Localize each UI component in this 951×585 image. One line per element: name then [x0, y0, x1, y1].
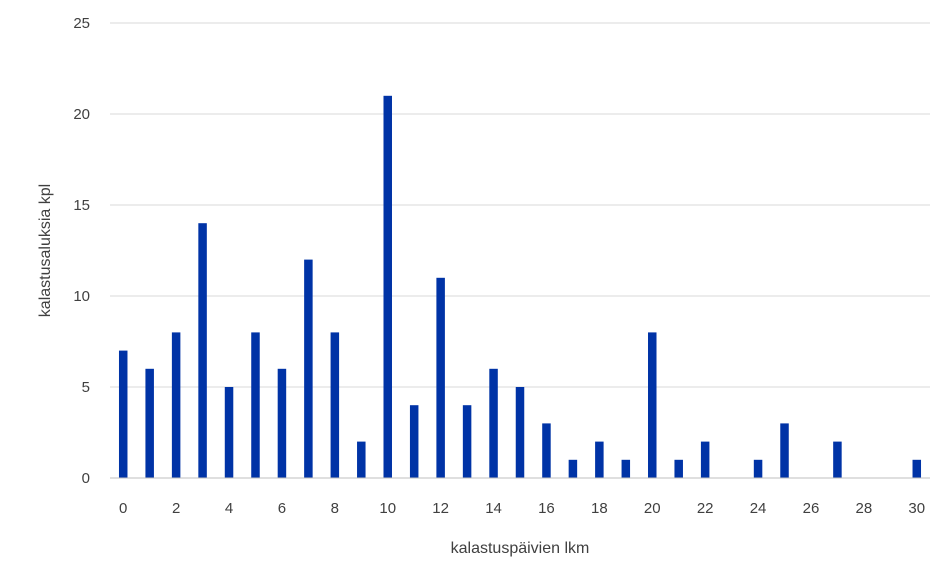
bar	[648, 332, 657, 478]
bar	[304, 259, 313, 478]
x-tick-label: 18	[591, 500, 608, 517]
x-axis-title: kalastuspäivien lkm	[451, 540, 590, 557]
x-tick-label: 12	[432, 500, 449, 517]
y-tick-label: 20	[73, 106, 90, 123]
bar	[833, 441, 842, 478]
grid-lines	[110, 22, 930, 388]
x-tick-label: 28	[856, 500, 873, 517]
bar	[912, 459, 922, 478]
bar	[145, 368, 154, 478]
y-tick-label: 25	[73, 15, 90, 32]
bar	[251, 332, 260, 478]
bar	[595, 441, 604, 478]
bar	[330, 332, 340, 478]
x-tick-label: 8	[331, 500, 339, 517]
bar	[277, 368, 287, 478]
x-tick-label: 10	[379, 500, 396, 517]
x-tick-label: 26	[803, 500, 820, 517]
bars	[118, 95, 922, 479]
bar	[436, 277, 445, 478]
bar	[515, 387, 525, 478]
bar	[780, 423, 789, 478]
bar	[753, 459, 763, 478]
x-tick-labels: 0 2 4 6 8 10 12 14 16 18 20 22 24 26 28 30	[119, 500, 925, 517]
x-tick-label: 2	[172, 500, 180, 517]
bar	[198, 223, 207, 478]
bar	[171, 332, 181, 478]
y-tick-label: 15	[73, 197, 90, 214]
bar	[409, 405, 419, 478]
x-tick-label: 4	[225, 500, 233, 517]
y-tick-label: 10	[73, 288, 90, 305]
x-tick-label: 14	[485, 500, 502, 517]
y-tick-label: 0	[82, 470, 90, 487]
bar	[462, 405, 472, 478]
x-tick-label: 6	[278, 500, 286, 517]
bar	[357, 441, 366, 478]
y-tick-label: 5	[82, 379, 90, 396]
bar	[700, 441, 710, 478]
y-tick-labels: 0 5 10 15 20 25	[73, 15, 90, 487]
x-tick-label: 22	[697, 500, 714, 517]
x-tick-label: 16	[538, 500, 555, 517]
bar	[621, 459, 631, 478]
bar	[224, 387, 234, 478]
x-tick-label: 0	[119, 500, 127, 517]
bar	[489, 368, 498, 478]
x-tick-label: 24	[750, 500, 767, 517]
bar	[674, 459, 683, 478]
bar	[542, 423, 551, 478]
x-tick-label: 20	[644, 500, 661, 517]
y-axis-title: kalastusaluksia kpl	[37, 184, 54, 317]
bar	[568, 459, 578, 478]
bar	[118, 350, 128, 478]
bar	[383, 95, 392, 479]
x-tick-label: 30	[908, 500, 925, 517]
